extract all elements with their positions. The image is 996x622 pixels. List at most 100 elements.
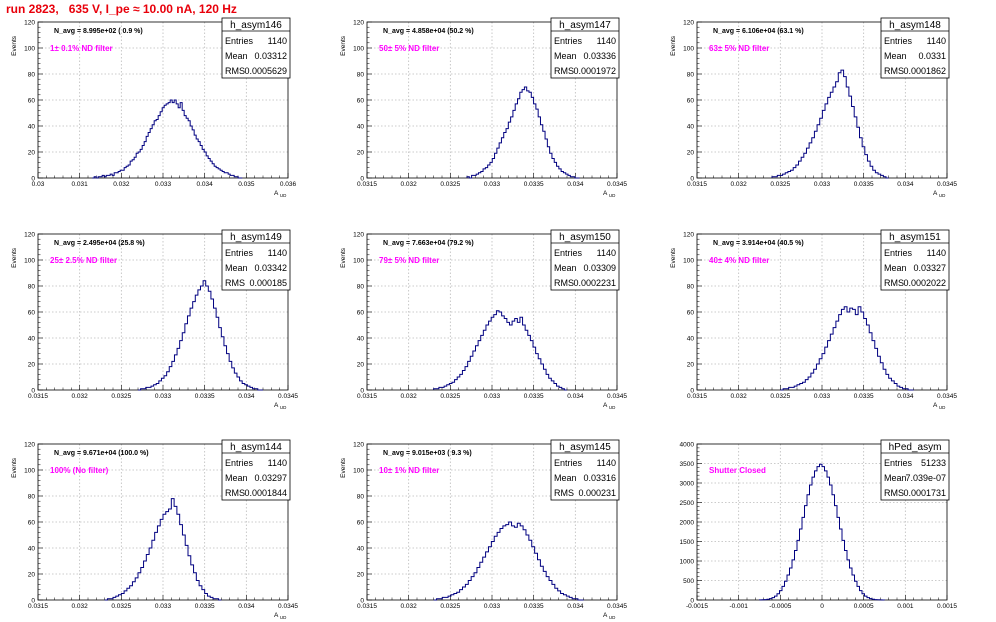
x-tick-label: -0.0015 (686, 603, 708, 610)
navg-label: N_avg = 4.858e+04 (50.2 %) (383, 28, 474, 35)
x-tick-label: 0.0325 (440, 603, 460, 610)
stats-value: 1140 (597, 248, 616, 258)
y-tick-label: 100 (24, 258, 35, 265)
y-tick-label: 120 (353, 20, 364, 27)
x-tick-label: 0.0345 (278, 603, 298, 610)
x-tick-label: 0.033 (484, 393, 501, 400)
y-tick-label: 40 (357, 124, 365, 131)
y-tick-label: 40 (687, 336, 695, 343)
stats-value: 7.039e-07 (905, 473, 946, 483)
y-tick-label: 100 (683, 46, 694, 53)
stats-label: RMS (884, 66, 904, 76)
filter-label: 50± 5% ND filter (379, 44, 439, 53)
x-tick-label: 0.0345 (937, 393, 957, 400)
y-tick-label: 20 (687, 150, 695, 157)
y-tick-label: 60 (357, 310, 365, 317)
x-tick-label: 0.032 (72, 603, 89, 610)
stats-value: 1140 (597, 36, 616, 46)
x-tick-label: 0.036 (280, 181, 297, 188)
y-tick-label: 40 (357, 546, 365, 553)
stats-label: Mean (884, 263, 907, 273)
histogram-panel: 0 20 40 60 80 100 120 0.0315 0.032 0.0325 0.033 0.0… (670, 229, 957, 410)
stats-value: 0.0001731 (903, 488, 946, 498)
y-tick-label: 20 (28, 362, 36, 369)
y-tick-label: 3000 (680, 481, 695, 488)
y-tick-label: 120 (353, 442, 364, 449)
stats-box (221, 439, 291, 501)
y-tick-label: 0 (690, 176, 694, 183)
x-tick-label: 0.0325 (770, 181, 790, 188)
y-tick-label: 60 (687, 310, 695, 317)
filter-label: Shutter Closed (709, 466, 766, 475)
x-axis-title: A UD (933, 402, 946, 410)
stats-value: 0.03336 (583, 51, 616, 61)
stats-value: 1140 (927, 36, 946, 46)
x-tick-label: 0.0335 (195, 603, 215, 610)
x-tick-label: 0.032 (401, 181, 418, 188)
histogram-series (771, 69, 889, 179)
stats-label: Entries (554, 248, 583, 258)
stats-label: Mean (225, 51, 248, 61)
stats-value: 0.03309 (583, 263, 616, 273)
stats-label: Entries (554, 458, 583, 468)
y-axis-title: Events (11, 247, 18, 268)
y-tick-label: 60 (357, 98, 365, 105)
stats-label: Mean (225, 473, 248, 483)
stats-box (880, 17, 950, 79)
stats-label: Entries (225, 248, 254, 258)
stats-label: Entries (884, 458, 913, 468)
x-tick-label: 0.0325 (440, 393, 460, 400)
y-tick-label: 120 (353, 232, 364, 239)
x-tick-label: 0.032 (731, 393, 748, 400)
histogram-series (759, 463, 885, 601)
stats-label: Entries (225, 36, 254, 46)
stats-value: 0.0331 (918, 51, 946, 61)
stats-box (880, 229, 950, 291)
stats-box (221, 229, 291, 291)
histogram-panel: 0 500 1000 1500 2000 2500 3000 3500 4000 -0.0015 -… (680, 439, 957, 610)
x-tick-label: 0.0325 (111, 393, 131, 400)
y-tick-label: 500 (683, 578, 694, 585)
x-tick-label: 0.033 (155, 181, 172, 188)
navg-label: N_avg = 3.914e+04 (40.5 %) (713, 240, 804, 247)
y-tick-label: 20 (357, 150, 365, 157)
stats-label: Entries (884, 36, 913, 46)
x-axis-title: A UD (603, 402, 616, 410)
histogram-name: h_asym151 (889, 232, 941, 243)
stats-label: RMS (225, 66, 245, 76)
stats-value: 0.03312 (254, 51, 287, 61)
y-tick-label: 0 (360, 388, 364, 395)
navg-label: N_avg = 8.995e+02 ( 0.9 %) (54, 28, 143, 35)
filter-label: 25± 2.5% ND filter (50, 256, 117, 265)
histogram-panel: 0 20 40 60 80 100 120 0.0315 0.032 0.0325 0.033 0.0… (670, 17, 957, 198)
stats-value: 0.0005629 (244, 66, 287, 76)
y-tick-label: 80 (28, 72, 36, 79)
stats-label: Entries (554, 36, 583, 46)
x-tick-label: 0.0335 (854, 181, 874, 188)
y-tick-label: 80 (28, 284, 36, 291)
stats-value: 51233 (921, 458, 946, 468)
x-tick-label: 0.034 (897, 393, 914, 400)
y-tick-label: 20 (357, 572, 365, 579)
x-tick-label: 0.0315 (687, 181, 707, 188)
filter-label: 100% (No filter) (50, 466, 109, 475)
histogram-name: hPed_asym (889, 442, 942, 453)
y-tick-label: 0 (31, 598, 35, 605)
stats-value: 0.03316 (583, 473, 616, 483)
x-tick-label: 0.0315 (357, 181, 377, 188)
stats-label: Mean (554, 473, 577, 483)
stats-value: 0.03327 (913, 263, 946, 273)
x-tick-label: 0.0325 (440, 181, 460, 188)
y-tick-label: 80 (357, 494, 365, 501)
x-tick-label: 0.033 (484, 181, 501, 188)
stats-value: 1140 (927, 248, 946, 258)
stats-label: RMS (884, 278, 904, 288)
x-axis-title: A UD (933, 190, 946, 198)
x-tick-label: 0.0315 (687, 393, 707, 400)
x-tick-label: -0.0005 (769, 603, 791, 610)
x-tick-label: 0.032 (72, 393, 89, 400)
stats-value: 1140 (268, 458, 287, 468)
y-axis-title: Events (670, 35, 677, 56)
x-tick-label: 0.034 (567, 393, 584, 400)
y-tick-label: 100 (24, 46, 35, 53)
